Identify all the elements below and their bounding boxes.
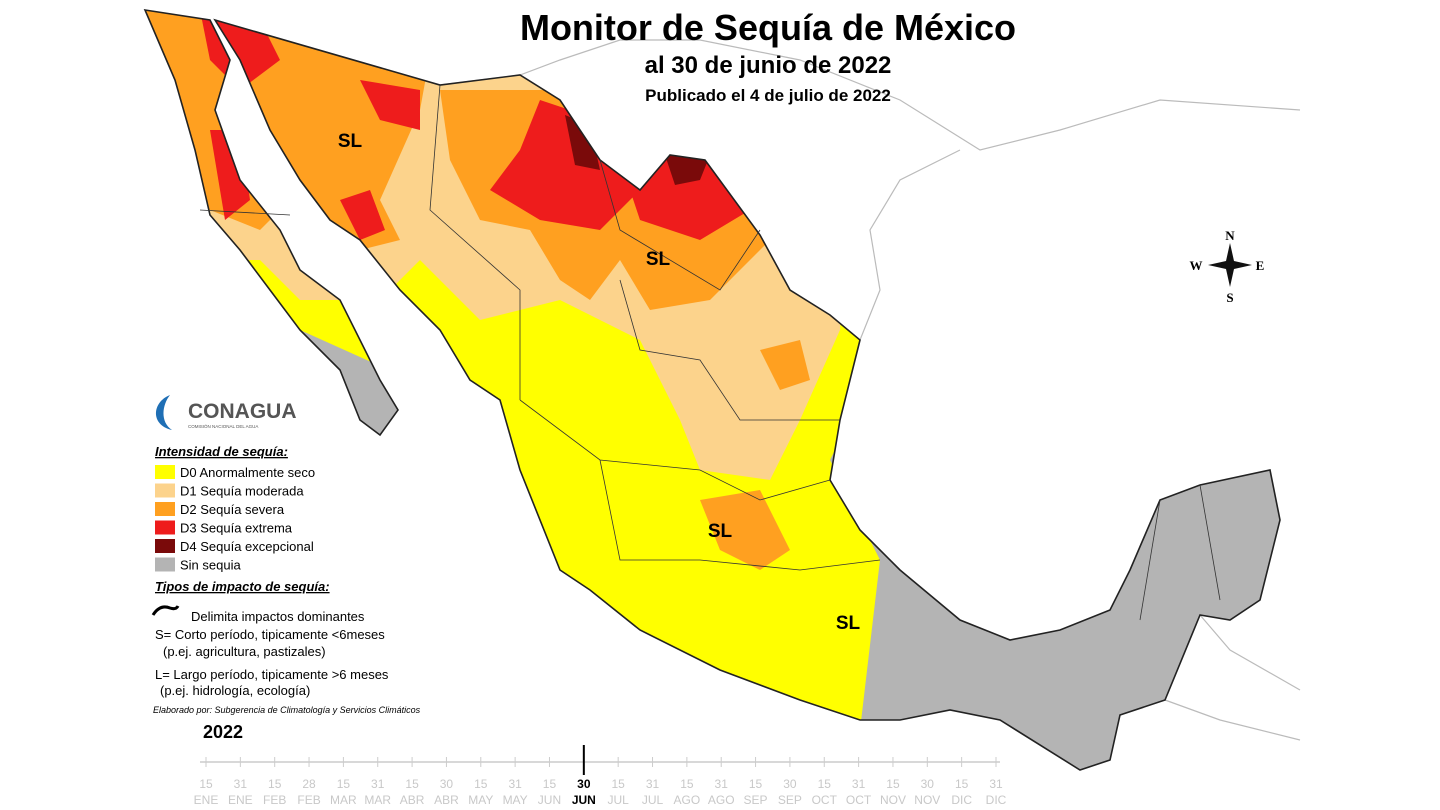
legend: Intensidad de sequía: Tipos de impacto d… <box>151 444 421 715</box>
timeline-month: MAR <box>330 793 357 807</box>
timeline-day: 15 <box>818 777 832 791</box>
legend-label: D1 Sequía moderada <box>180 484 304 499</box>
timeline-day: 15 <box>749 777 763 791</box>
compass-rose <box>1208 243 1252 287</box>
timeline-month: AGO <box>674 793 701 807</box>
timeline-month: JUN <box>538 793 561 807</box>
compass-e: E <box>1256 258 1265 273</box>
region-labels: SL SL SL SL <box>338 131 861 634</box>
impact-item: S= Corto período, tipicamente <6meses <box>155 627 385 642</box>
timeline-day: 15 <box>680 777 694 791</box>
area-d4 <box>565 115 710 185</box>
legend-swatch <box>155 520 175 535</box>
published-date: Publicado el 4 de julio de 2022 <box>645 86 891 105</box>
timeline: 15 ENE 31 ENE 15 FEB 28 FEB 15 MAR 31 MAR 15 ABR 30 ABR… <box>194 745 1007 807</box>
legend-title: Intensidad de sequía: <box>155 444 288 459</box>
logo-icon <box>156 395 172 430</box>
legend-swatch <box>155 539 175 553</box>
timeline-month: FEB <box>263 793 286 807</box>
logo: CONAGUA COMISIÓN NACIONAL DEL AGUA <box>156 395 297 430</box>
country-outline <box>143 8 1281 771</box>
region-label: SL <box>708 521 733 542</box>
drought-areas <box>145 10 1280 770</box>
logo-name: CONAGUA <box>188 400 297 423</box>
neighbor-border <box>439 39 1301 741</box>
timeline-month: ABR <box>434 793 459 807</box>
timeline-day: 15 <box>886 777 900 791</box>
credit: Elaborado por: Subgerencia de Climatolog… <box>153 705 421 715</box>
timeline-day: 15 <box>611 777 625 791</box>
legend-label: Sin sequia <box>180 558 241 573</box>
timeline-day: 15 <box>543 777 557 791</box>
timeline-day: 15 <box>474 777 488 791</box>
timeline-day: 31 <box>508 777 522 791</box>
impact-item: L= Largo período, tipicamente >6 meses <box>155 667 389 682</box>
impact-item: (p.ej. agricultura, pastizales) <box>163 644 326 659</box>
title: Monitor de Sequía de México <box>520 7 1016 48</box>
timeline-day: 15 <box>199 777 213 791</box>
compass: N E S W <box>1190 228 1265 305</box>
area-d3 <box>200 10 750 240</box>
timeline-month: SEP <box>778 793 802 807</box>
timeline-month: JUN <box>572 793 596 807</box>
timeline-month: DIC <box>986 793 1007 807</box>
timeline-day: 15 <box>337 777 351 791</box>
timeline-day: 31 <box>989 777 1003 791</box>
timeline-month: NOV <box>880 793 906 807</box>
timeline-day: 30 <box>921 777 935 791</box>
timeline-day: 30 <box>440 777 454 791</box>
timeline-day: 31 <box>234 777 248 791</box>
impact-item: Delimita impactos dominantes <box>191 609 365 624</box>
state-borders <box>199 84 1221 621</box>
timeline-month: DIC <box>951 793 972 807</box>
timeline-month: JUL <box>608 793 630 807</box>
timeline-day: 15 <box>955 777 969 791</box>
timeline-month: MAY <box>468 793 493 807</box>
timeline-day: 31 <box>646 777 660 791</box>
logo-tagline: COMISIÓN NACIONAL DEL AGUA <box>188 423 258 429</box>
legend-label: D2 Sequía severa <box>180 502 285 517</box>
impact-line-icon <box>151 605 180 616</box>
timeline-month: ENE <box>228 793 253 807</box>
timeline-month: MAR <box>364 793 391 807</box>
legend-swatch <box>155 557 175 572</box>
compass-w: W <box>1190 258 1203 273</box>
timeline-day: 15 <box>405 777 419 791</box>
compass-s: S <box>1226 290 1233 305</box>
timeline-month: MAY <box>503 793 528 807</box>
region-label: SL <box>646 249 671 270</box>
timeline-day: 30 <box>577 777 591 791</box>
timeline-day: 31 <box>715 777 729 791</box>
timeline-month: SEP <box>744 793 768 807</box>
impact-title: Tipos de impacto de sequía: <box>155 579 330 594</box>
region-label: SL <box>338 131 363 152</box>
legend-label: D0 Anormalmente seco <box>180 465 315 480</box>
legend-label: D3 Sequía extrema <box>180 521 293 536</box>
subtitle: al 30 de junio de 2022 <box>645 52 892 79</box>
timeline-month: JUL <box>642 793 664 807</box>
legend-swatch <box>155 465 175 479</box>
legend-swatch <box>155 502 175 516</box>
timeline-day: 31 <box>852 777 866 791</box>
timeline-day: 31 <box>371 777 385 791</box>
legend-label: D4 Sequía excepcional <box>180 539 314 554</box>
timeline-month: OCT <box>812 793 838 807</box>
timeline-day: 28 <box>302 777 316 791</box>
timeline-month: AGO <box>708 793 735 807</box>
legend-swatch <box>155 483 175 498</box>
timeline-month: ENE <box>194 793 219 807</box>
timeline-month: ABR <box>400 793 425 807</box>
impact-item: (p.ej. hidrología, ecología) <box>160 683 310 698</box>
timeline-month: FEB <box>297 793 320 807</box>
timeline-day: 30 <box>783 777 797 791</box>
timeline-day: 15 <box>268 777 282 791</box>
timeline-year: 2022 <box>203 722 243 742</box>
timeline-month: NOV <box>914 793 940 807</box>
timeline-month: OCT <box>846 793 872 807</box>
compass-n: N <box>1225 228 1235 243</box>
region-label: SL <box>836 613 861 634</box>
